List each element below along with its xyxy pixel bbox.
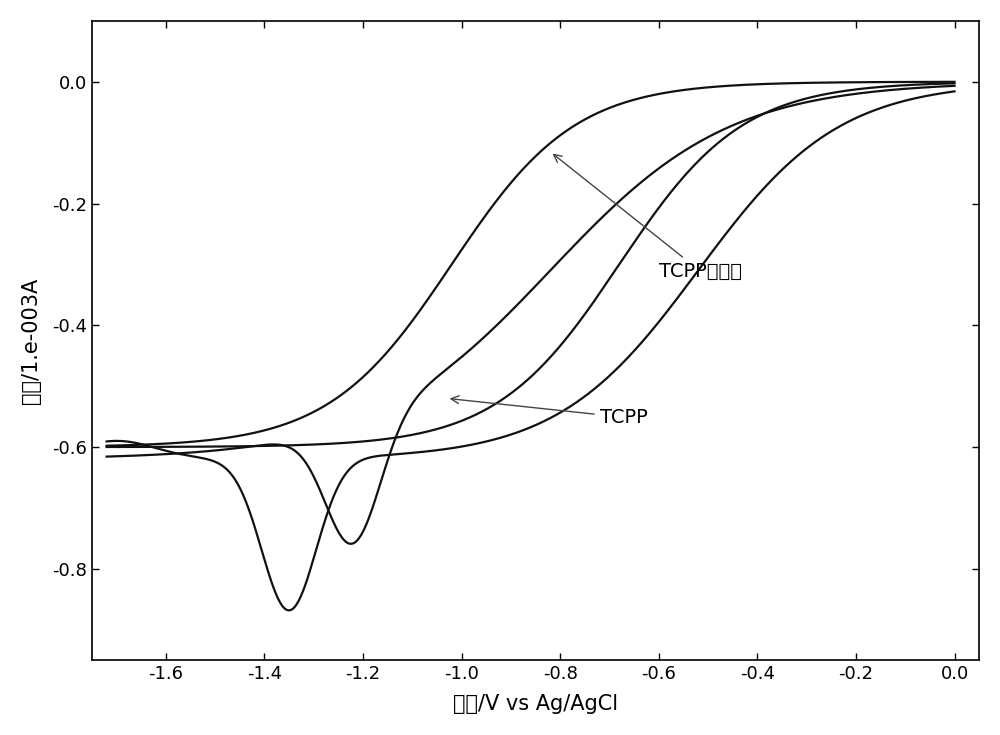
X-axis label: 电压/V vs Ag/AgCl: 电压/V vs Ag/AgCl	[453, 694, 618, 714]
Text: TCPP水凝胶: TCPP水凝胶	[554, 154, 742, 281]
Y-axis label: 电流/1.e-003A: 电流/1.e-003A	[21, 277, 41, 404]
Text: TCPP: TCPP	[451, 395, 647, 427]
